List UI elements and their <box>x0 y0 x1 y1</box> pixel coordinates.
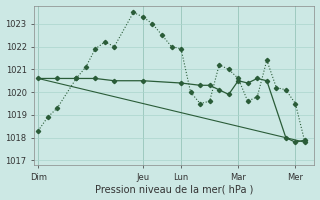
X-axis label: Pression niveau de la mer( hPa ): Pression niveau de la mer( hPa ) <box>95 184 253 194</box>
